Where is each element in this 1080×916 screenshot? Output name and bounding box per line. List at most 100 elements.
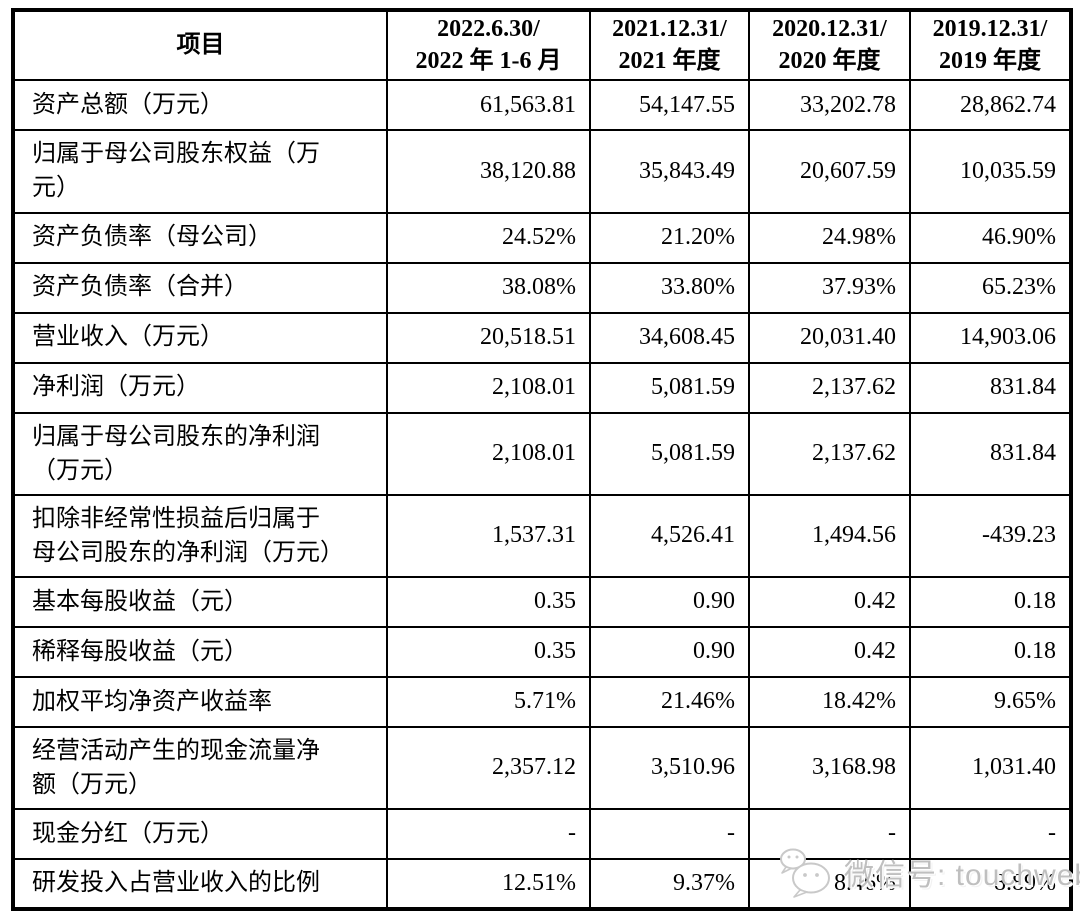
period-date: 2019.12.31/ <box>932 16 1048 42</box>
row-value: 0.35 <box>386 625 591 678</box>
row-value: 9.37% <box>589 857 750 910</box>
row-value: 3,510.96 <box>589 725 750 810</box>
row-value: 8.46% <box>748 857 911 910</box>
row-label: 归属于母公司股东权益（万元） <box>12 129 388 214</box>
row-value: 831.84 <box>909 361 1072 414</box>
row-value: 5,081.59 <box>589 411 750 496</box>
table-row: 归属于母公司股东的净利润（万元） 2,108.01 5,081.59 2,137… <box>12 411 1072 496</box>
row-label: 资产负债率（合并） <box>12 261 388 314</box>
period-date: 2021.12.31/ <box>612 16 727 42</box>
header-period-2022: 2022.6.30/ 2022 年 1-6 月 <box>386 8 591 82</box>
row-value: 34,608.45 <box>589 311 750 364</box>
row-value: - <box>909 807 1072 860</box>
header-period-2020: 2020.12.31/ 2020 年度 <box>748 8 911 82</box>
row-value: 38.08% <box>386 261 591 314</box>
period-range: 2022 年 1-6 月 <box>415 47 562 74</box>
row-value: 12.51% <box>386 857 591 910</box>
row-value: 14,903.06 <box>909 311 1072 364</box>
row-value: 33.80% <box>589 261 750 314</box>
row-value: 5.71% <box>386 675 591 728</box>
row-value: 1,494.56 <box>748 493 911 578</box>
row-value: 37.93% <box>748 261 911 314</box>
row-value: 20,031.40 <box>748 311 911 364</box>
row-value: 33,202.78 <box>748 79 911 132</box>
table-row: 营业收入（万元） 20,518.51 34,608.45 20,031.40 1… <box>12 311 1072 364</box>
row-label: 资产负债率（母公司） <box>12 211 388 264</box>
row-value: 24.52% <box>386 211 591 264</box>
table-row: 加权平均净资产收益率 5.71% 21.46% 18.42% 9.65% <box>12 675 1072 728</box>
row-value: 4,526.41 <box>589 493 750 578</box>
row-value: 20,607.59 <box>748 129 911 214</box>
row-value: 0.42 <box>748 575 911 628</box>
row-value: 0.90 <box>589 625 750 678</box>
table-row: 净利润（万元） 2,108.01 5,081.59 2,137.62 831.8… <box>12 361 1072 414</box>
watermark: 微信号: touchweb <box>776 846 1080 898</box>
row-label: 经营活动产生的现金流量净额（万元） <box>12 725 388 810</box>
period-date: 2022.6.30/ <box>437 16 540 42</box>
row-value: 2,137.62 <box>748 411 911 496</box>
row-value: 0.35 <box>386 575 591 628</box>
row-value: 35,843.49 <box>589 129 750 214</box>
row-value: 0.90 <box>589 575 750 628</box>
row-value: 0.18 <box>909 575 1072 628</box>
row-value: 20,518.51 <box>386 311 591 364</box>
row-value: 46.90% <box>909 211 1072 264</box>
row-value: 65.23% <box>909 261 1072 314</box>
row-value: 18.42% <box>748 675 911 728</box>
row-label: 研发投入占营业收入的比例 <box>12 857 388 910</box>
row-label: 扣除非经常性损益后归属于母公司股东的净利润（万元） <box>12 493 388 578</box>
row-value: 3,168.98 <box>748 725 911 810</box>
row-value: - <box>386 807 591 860</box>
header-item-cell: 项目 <box>12 8 388 82</box>
row-value: 28,862.74 <box>909 79 1072 132</box>
watermark-text: 微信号: touchweb <box>844 859 1080 892</box>
row-value: 0.18 <box>909 625 1072 678</box>
header-period-2021: 2021.12.31/ 2021 年度 <box>589 8 750 82</box>
table-row: 基本每股收益（元） 0.35 0.90 0.42 0.18 <box>12 575 1072 628</box>
row-value: 831.84 <box>909 411 1072 496</box>
row-value: 38,120.88 <box>386 129 591 214</box>
row-value: - <box>589 807 750 860</box>
row-value: 61,563.81 <box>386 79 591 132</box>
row-value: 8.89% <box>909 857 1072 910</box>
row-label: 营业收入（万元） <box>12 311 388 364</box>
row-value: 5,081.59 <box>589 361 750 414</box>
table-row: 稀释每股收益（元） 0.35 0.90 0.42 0.18 <box>12 625 1072 678</box>
row-label: 现金分红（万元） <box>12 807 388 860</box>
financial-summary-table: 项目 2022.6.30/ 2022 年 1-6 月 2021.12.31/ 2… <box>11 8 1073 911</box>
row-label: 资产总额（万元） <box>12 79 388 132</box>
row-label: 稀释每股收益（元） <box>12 625 388 678</box>
period-range: 2021 年度 <box>618 47 721 74</box>
row-value: -439.23 <box>909 493 1072 578</box>
row-label: 基本每股收益（元） <box>12 575 388 628</box>
row-value: 54,147.55 <box>589 79 750 132</box>
row-value: 21.20% <box>589 211 750 264</box>
row-value: 1,537.31 <box>386 493 591 578</box>
table-row: 归属于母公司股东权益（万元） 38,120.88 35,843.49 20,60… <box>12 129 1072 214</box>
row-value: 2,357.12 <box>386 725 591 810</box>
table-row: 资产负债率（母公司） 24.52% 21.20% 24.98% 46.90% <box>12 211 1072 264</box>
row-value: 2,137.62 <box>748 361 911 414</box>
table-row: 资产负债率（合并） 38.08% 33.80% 37.93% 65.23% <box>12 261 1072 314</box>
period-date: 2020.12.31/ <box>772 16 887 42</box>
row-value: - <box>748 807 911 860</box>
row-value: 9.65% <box>909 675 1072 728</box>
row-value: 1,031.40 <box>909 725 1072 810</box>
table-row: 资产总额（万元） 61,563.81 54,147.55 33,202.78 2… <box>12 79 1072 132</box>
table-row: 研发投入占营业收入的比例 12.51% 9.37% 8.46% 8.89% <box>12 857 1072 910</box>
row-value: 10,035.59 <box>909 129 1072 214</box>
row-label: 加权平均净资产收益率 <box>12 675 388 728</box>
wechat-icon <box>780 848 830 898</box>
row-value: 24.98% <box>748 211 911 264</box>
row-value: 0.42 <box>748 625 911 678</box>
row-value: 2,108.01 <box>386 411 591 496</box>
table-header-row: 项目 2022.6.30/ 2022 年 1-6 月 2021.12.31/ 2… <box>12 8 1072 82</box>
row-label: 归属于母公司股东的净利润（万元） <box>12 411 388 496</box>
table-row: 现金分红（万元） - - - - <box>12 807 1072 860</box>
row-value: 2,108.01 <box>386 361 591 414</box>
row-label: 净利润（万元） <box>12 361 388 414</box>
period-range: 2019 年度 <box>939 47 1041 74</box>
row-value: 21.46% <box>589 675 750 728</box>
table-row: 扣除非经常性损益后归属于母公司股东的净利润（万元） 1,537.31 4,526… <box>12 493 1072 578</box>
period-range: 2020 年度 <box>778 47 881 74</box>
